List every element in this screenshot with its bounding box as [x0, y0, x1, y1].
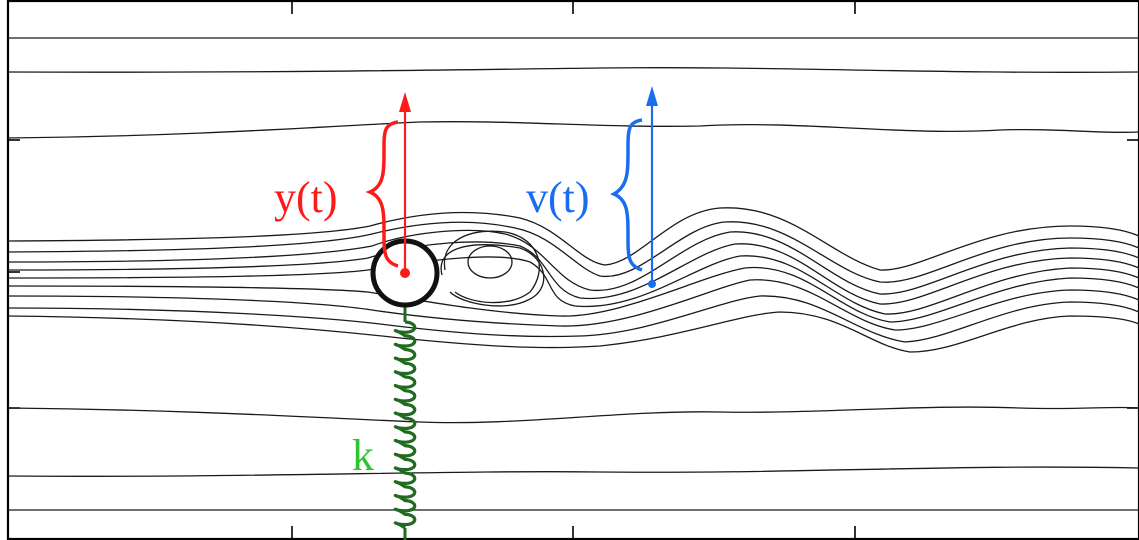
streamline — [7, 221, 1139, 283]
streamline — [7, 295, 1139, 343]
streamline — [7, 266, 1139, 323]
streamline — [7, 279, 1139, 331]
streamline — [7, 311, 1139, 353]
displacement-label: y(t) — [274, 173, 338, 222]
streamline — [7, 466, 1139, 477]
vortex-loop — [440, 244, 545, 307]
velocity-brace — [610, 118, 643, 272]
streamline — [7, 121, 1139, 139]
velocity-probe-dot — [648, 280, 656, 288]
plot-frame — [6, 0, 1139, 540]
streamline — [7, 67, 1139, 73]
streamline — [7, 36, 1139, 39]
velocity-arrow-head — [646, 86, 658, 106]
spring-label: k — [352, 431, 374, 480]
inner-streamlines — [7, 207, 1139, 353]
spring-coil — [393, 320, 417, 530]
streamline — [7, 508, 1139, 511]
streamline — [7, 255, 1139, 315]
velocity-annotation: v(t) — [526, 86, 658, 288]
displacement-annotation: y(t) — [274, 92, 411, 273]
velocity-label: v(t) — [526, 173, 590, 222]
streamline — [7, 406, 1139, 424]
vortex-loop — [443, 230, 540, 304]
displacement-brace — [365, 120, 399, 268]
outer-streamlines — [7, 36, 1139, 511]
streamline — [7, 241, 1139, 305]
wake-vortex — [440, 230, 545, 307]
tick-marks — [8, 1, 1139, 539]
displacement-arrow-head — [399, 92, 411, 112]
vortex-core — [467, 245, 513, 279]
streamline — [7, 229, 1139, 295]
spring — [393, 306, 417, 540]
